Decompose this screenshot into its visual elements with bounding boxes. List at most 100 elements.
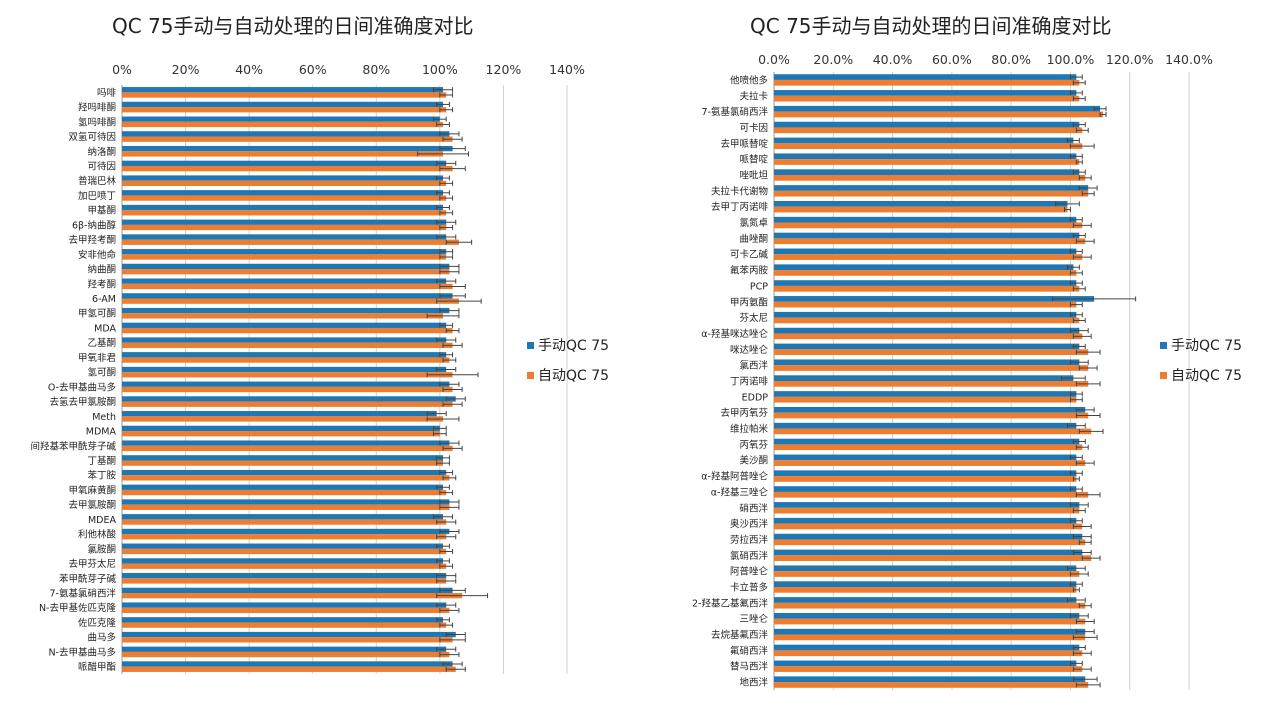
error-bar [1078, 175, 1092, 181]
error-bar [436, 534, 457, 540]
category-label: 硝西泮 [739, 502, 768, 514]
bar-auto [122, 342, 453, 348]
bar-manual [122, 263, 450, 270]
error-bar [1069, 359, 1089, 365]
bar-auto [774, 523, 1083, 530]
x-tick-label: 60% [299, 62, 327, 77]
error-bar [1078, 428, 1104, 434]
bar-manual [774, 406, 1086, 413]
bar-auto [122, 534, 447, 540]
bar-manual [122, 204, 444, 211]
bar-manual [122, 175, 444, 181]
bar-auto [774, 349, 1089, 356]
bar-auto [774, 254, 1083, 260]
category-label: 丙氧芬 [739, 439, 768, 451]
error-bar [436, 519, 457, 525]
error-bar [436, 298, 482, 304]
error-bar [1066, 137, 1080, 143]
category-label: 去甲哌替啶 [720, 138, 768, 150]
error-bar [1072, 666, 1092, 672]
error-bar [436, 484, 450, 490]
bar-auto [122, 254, 447, 260]
x-tick-label: 140.0% [1165, 52, 1213, 67]
bar-auto [122, 313, 444, 319]
bar-auto [774, 666, 1083, 672]
category-label: 氯胺酮 [87, 543, 116, 555]
error-bar [433, 116, 447, 122]
bar-auto [122, 224, 447, 231]
category-label: 美沙酮 [739, 455, 768, 467]
error-bar [1069, 217, 1083, 223]
bar-manual [122, 145, 453, 152]
legend-swatch-auto [1160, 371, 1167, 379]
bar-auto [122, 637, 453, 643]
bar-auto [774, 571, 1080, 577]
bar-manual [774, 200, 1068, 207]
category-label: 羟吗啡酮 [78, 102, 116, 114]
chart-panel-right: QC 75手动与自动处理的日间准确度对比 0.0% 20.0% 40.0% 60.0%… [640, 0, 1280, 712]
error-bar [1072, 439, 1086, 445]
x-tick-label: 60.0% [932, 52, 972, 67]
bar-manual [774, 660, 1077, 667]
bar-auto [774, 301, 1077, 308]
bar-manual [774, 644, 1080, 651]
bar-auto [774, 175, 1086, 181]
category-label: 劳拉西泮 [730, 534, 769, 546]
error-bar [1069, 248, 1083, 254]
category-label: PCP [750, 281, 768, 292]
error-bar [1072, 233, 1086, 239]
bar-manual [122, 631, 456, 638]
bar-auto [122, 180, 447, 187]
error-bar [442, 387, 463, 393]
bar-manual [122, 484, 444, 490]
error-bar [1093, 106, 1107, 112]
error-bar [426, 416, 460, 422]
category-label: 纳洛酮 [87, 146, 116, 158]
category-label: 氯硝西泮 [730, 550, 769, 562]
error-bar [439, 470, 454, 476]
error-bar [1075, 349, 1101, 355]
error-bar [436, 366, 457, 372]
bar-auto [774, 412, 1089, 419]
bar-auto [122, 431, 440, 437]
error-bar [1072, 96, 1086, 102]
error-bar [1075, 413, 1101, 419]
error-bar [436, 578, 457, 584]
error-bar [439, 528, 460, 534]
error-bar [439, 440, 460, 446]
error-bar [439, 249, 454, 255]
error-bar [1075, 460, 1095, 466]
category-label: 甲丙氨酯 [730, 296, 769, 308]
bar-manual [122, 528, 450, 535]
category-label: 羟考酮 [87, 278, 116, 290]
error-bar [445, 632, 466, 638]
category-label: 阿普唑仑 [730, 566, 769, 578]
error-bar [439, 587, 466, 593]
bar-auto [774, 111, 1104, 118]
error-bar [439, 225, 454, 231]
error-bar [439, 107, 454, 113]
bar-manual [774, 105, 1101, 112]
error-bar [436, 160, 457, 166]
bar-manual [774, 74, 1077, 80]
category-label: 夫拉卡 [739, 90, 768, 102]
x-tick-label: 20.0% [813, 52, 853, 67]
chart-left-svg: 0% 20% 40% 60% 80% 100% 120% 140% 吗啡羟吗啡酮氢吗啡酮双氢可待… [30, 62, 585, 674]
error-bar [1055, 201, 1080, 207]
category-label: 氯氮卓 [739, 217, 768, 229]
error-bar [436, 219, 457, 225]
category-label: 苯丁胺 [87, 470, 116, 482]
error-bar [439, 607, 460, 613]
error-bar [439, 92, 454, 98]
error-bar [1069, 74, 1083, 80]
error-bar [1075, 492, 1101, 498]
bar-auto [122, 151, 444, 157]
category-label: 普瑞巴林 [78, 175, 117, 187]
bar-auto [774, 587, 1077, 593]
bar-auto [774, 95, 1080, 102]
error-bar [1081, 555, 1101, 561]
error-bar [439, 622, 454, 628]
error-bar [439, 322, 454, 328]
category-label: MDMA [86, 427, 117, 438]
category-label: N-去甲基佐匹克隆 [39, 602, 117, 614]
